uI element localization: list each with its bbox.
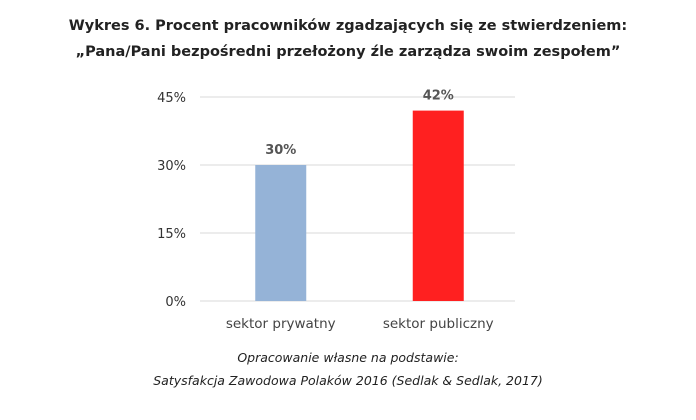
x-tick-label: sektor publiczny	[383, 316, 494, 332]
y-tick-label: 15%	[157, 227, 186, 242]
source-line-2: Satysfakcja Zawodowa Polaków 2016 (Sedla…	[153, 373, 543, 388]
source-line-1: Opracowanie własne na podstawie:	[237, 350, 459, 365]
bar	[412, 110, 464, 301]
y-tick-label: 45%	[157, 91, 186, 106]
data-label: 42%	[423, 89, 454, 104]
y-tick-label: 0%	[165, 295, 186, 310]
bar	[255, 165, 307, 301]
x-tick-label: sektor prywatny	[226, 316, 336, 332]
chart-title: Wykres 6. Procent pracowników zgadzający…	[68, 18, 628, 34]
data-label: 30%	[265, 143, 296, 158]
chart-subtitle: „Pana/Pani bezpośredni przełożony źle za…	[75, 44, 621, 60]
y-tick-label: 30%	[157, 159, 186, 174]
